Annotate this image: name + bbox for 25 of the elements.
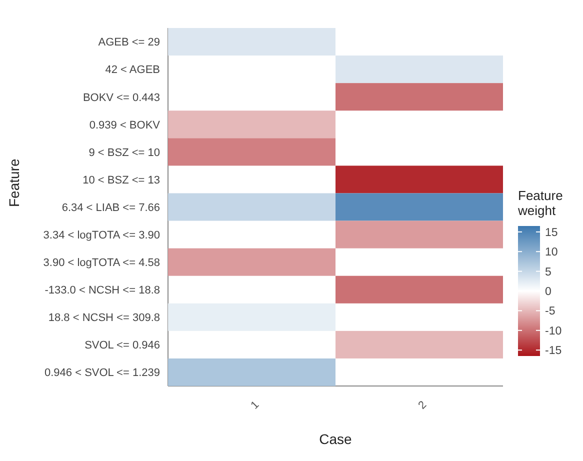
color-bar-label: 5 bbox=[545, 266, 552, 278]
y-tick-label: 3.34 < logTOTA <= 3.90 bbox=[43, 229, 160, 242]
color-bar-label: 15 bbox=[545, 226, 558, 239]
color-bar-label: 10 bbox=[545, 246, 558, 259]
y-tick-label: BOKV <= 0.443 bbox=[82, 92, 160, 104]
y-tick-label: 3.90 < logTOTA <= 4.58 bbox=[43, 256, 160, 269]
y-axis-title: Feature bbox=[6, 158, 22, 207]
color-bar-label: 0 bbox=[545, 286, 552, 298]
y-tick-label: SVOL <= 0.946 bbox=[84, 340, 160, 352]
color-bar-label: -5 bbox=[545, 306, 556, 318]
y-tick-label: AGEB <= 29 bbox=[98, 36, 160, 49]
y-tick-label: 42 < AGEB bbox=[105, 64, 160, 76]
x-tick-label: 2 bbox=[416, 398, 430, 412]
color-bar-title: Feature weight bbox=[518, 188, 564, 218]
y-tick-label: -133.0 < NCSH <= 18.8 bbox=[44, 284, 160, 297]
y-tick-label: 10 < BSZ <= 13 bbox=[82, 174, 160, 186]
x-axis-title: Case bbox=[319, 431, 352, 447]
color-bar-label: -15 bbox=[545, 345, 562, 358]
color-bar-label: -10 bbox=[545, 325, 562, 338]
y-tick-label: 0.946 < SVOL <= 1.239 bbox=[44, 367, 160, 380]
y-tick-label: 6.34 < LIAB <= 7.66 bbox=[62, 202, 160, 214]
x-tick-label: 1 bbox=[248, 398, 262, 412]
y-tick-label: 0.939 < BOKV bbox=[89, 119, 161, 132]
y-tick-label: 18.8 < NCSH <= 309.8 bbox=[48, 312, 160, 324]
y-tick-label: 9 < BSZ <= 10 bbox=[88, 146, 160, 159]
